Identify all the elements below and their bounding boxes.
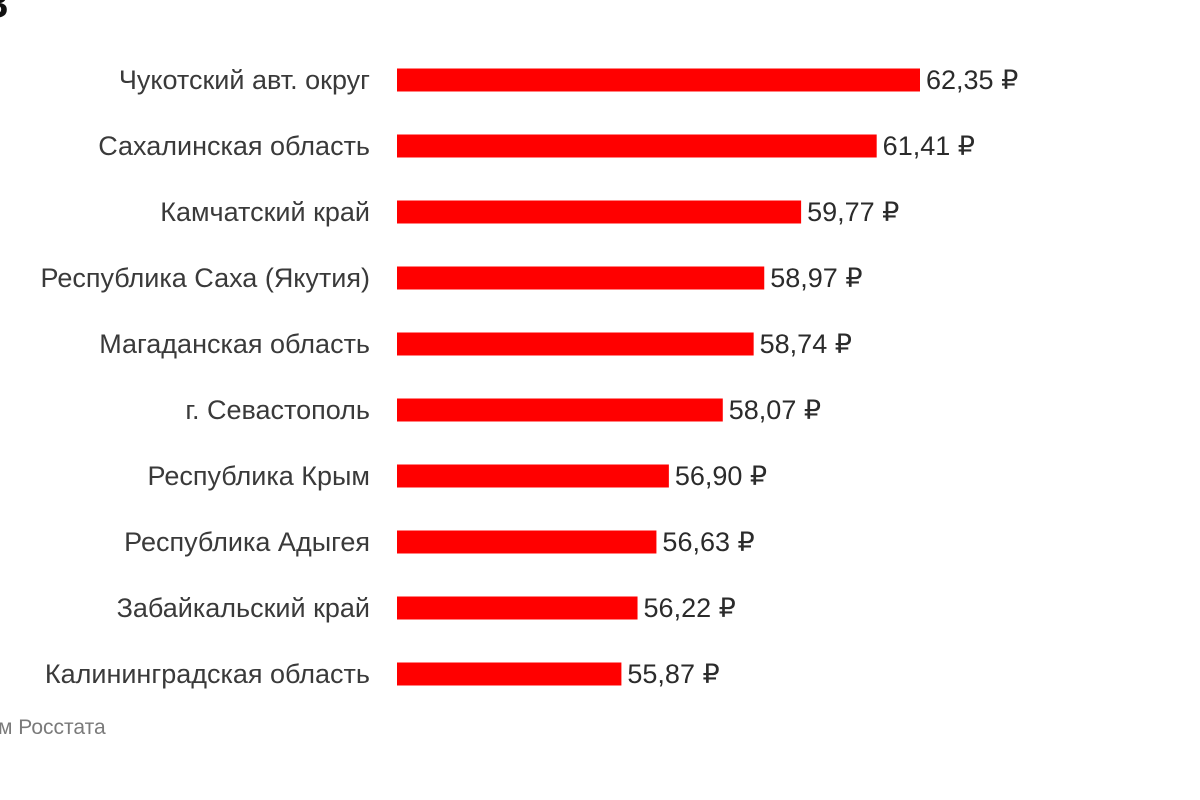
category-label: Республика Адыгея: [124, 527, 370, 557]
category-label: Республика Саха (Якутия): [41, 263, 370, 293]
category-label: г. Севастополь: [185, 395, 370, 425]
category-label: Республика Крым: [148, 461, 371, 491]
value-label: 58,07 ₽: [729, 395, 821, 425]
bar: [397, 68, 920, 92]
bar: [397, 530, 657, 554]
bar: [397, 464, 669, 488]
category-label: Сахалинская область: [98, 131, 370, 161]
labels-layer: Чукотский авт. округ 62,35 ₽ Сахалинская о…: [41, 65, 1019, 689]
value-label: 56,63 ₽: [662, 527, 754, 557]
category-label: Камчатский край: [160, 197, 370, 227]
bar: [397, 266, 765, 290]
value-label: 56,90 ₽: [675, 461, 767, 491]
source-note: м Росстата: [0, 716, 106, 739]
category-label: Забайкальский край: [117, 593, 370, 623]
bar: [397, 662, 622, 686]
bar: [397, 398, 723, 422]
bar: [397, 200, 802, 224]
value-label: 59,77 ₽: [807, 197, 899, 227]
category-label: Чукотский авт. округ: [119, 65, 370, 95]
bar: [397, 134, 877, 158]
corner-glyph: 3: [0, 0, 8, 24]
value-label: 58,97 ₽: [770, 263, 862, 293]
value-label: 55,87 ₽: [627, 659, 719, 689]
bar: [397, 332, 754, 356]
value-label: 56,22 ₽: [644, 593, 736, 623]
value-label: 61,41 ₽: [883, 131, 975, 161]
bar: [397, 596, 638, 620]
bars-layer: [397, 68, 920, 686]
value-label: 58,74 ₽: [760, 329, 852, 359]
value-label: 62,35 ₽: [926, 65, 1018, 95]
category-label: Калининградская область: [45, 659, 370, 689]
category-label: Магаданская область: [99, 329, 370, 359]
